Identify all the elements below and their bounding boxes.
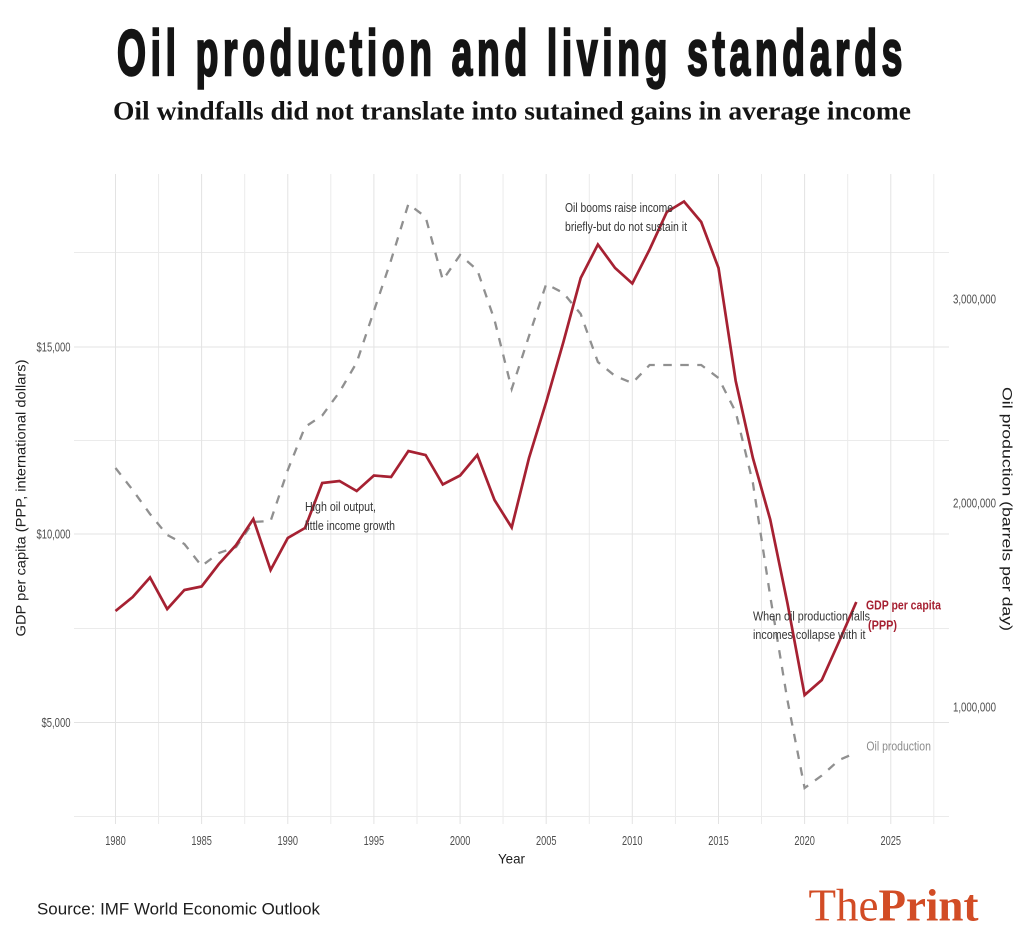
svg-text:2015: 2015: [708, 833, 729, 848]
svg-text:2000: 2000: [450, 833, 471, 848]
svg-text:2010: 2010: [622, 833, 643, 848]
svg-text:Oil windfalls did not translat: Oil windfalls did not translate into sut…: [113, 97, 911, 126]
svg-text:Year: Year: [498, 851, 525, 867]
svg-text:GDP per capita: GDP per capita: [866, 598, 942, 613]
svg-text:(PPP): (PPP): [868, 618, 897, 633]
svg-text:$15,000: $15,000: [37, 340, 71, 355]
svg-text:Oil production: Oil production: [866, 739, 931, 754]
svg-text:1990: 1990: [278, 833, 299, 848]
svg-text:Oil booms raise income: Oil booms raise income: [565, 200, 673, 215]
svg-text:2020: 2020: [794, 833, 815, 848]
svg-text:little income growth: little income growth: [305, 518, 395, 533]
svg-text:Oil production (barrels per da: Oil production (barrels per day): [1000, 387, 1016, 631]
svg-text:High oil output,: High oil output,: [305, 499, 376, 514]
svg-text:briefly-but do not sustain it: briefly-but do not sustain it: [565, 219, 687, 234]
svg-text:1995: 1995: [364, 833, 385, 848]
svg-text:1,000,000: 1,000,000: [953, 700, 996, 715]
svg-text:When oil production falls: When oil production falls: [753, 608, 870, 623]
svg-text:GDP per capita (PPP, internati: GDP per capita (PPP, international dolla…: [13, 360, 29, 637]
svg-text:3,000,000: 3,000,000: [953, 292, 996, 307]
svg-text:2025: 2025: [881, 833, 902, 848]
svg-text:1985: 1985: [191, 833, 212, 848]
svg-text:Source: IMF World Economic Out: Source: IMF World Economic Outlook: [37, 900, 320, 919]
svg-text:incomes collapse with it: incomes collapse with it: [753, 627, 866, 642]
svg-text:2005: 2005: [536, 833, 557, 848]
svg-text:$5,000: $5,000: [42, 715, 71, 730]
svg-text:ThePrint: ThePrint: [809, 880, 979, 930]
svg-text:2,000,000: 2,000,000: [953, 496, 996, 511]
svg-text:Oil production and living stan: Oil production and living standards: [117, 19, 907, 90]
svg-text:1980: 1980: [105, 833, 126, 848]
svg-text:$10,000: $10,000: [37, 527, 71, 542]
